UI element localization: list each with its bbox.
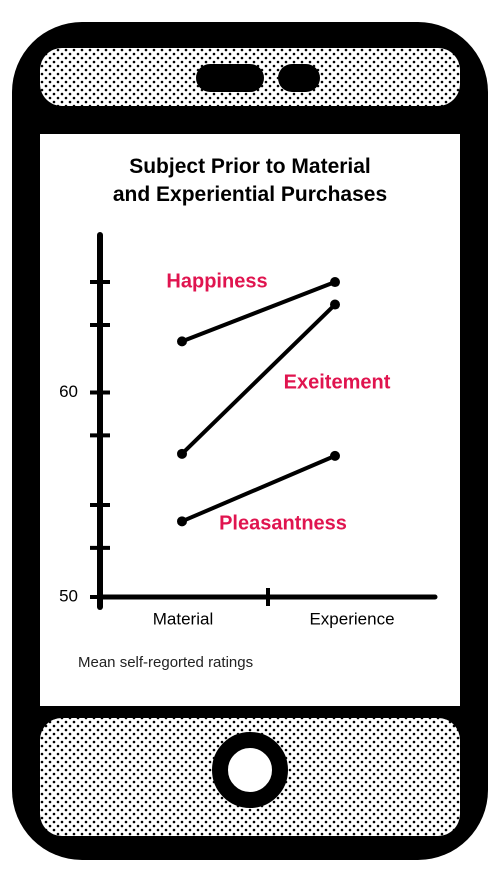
screen	[40, 134, 460, 706]
footnote: Mean self-regorted ratings	[78, 654, 253, 671]
chart: Subject Prior to Material and Experientia…	[59, 155, 438, 671]
series-line	[180, 303, 337, 456]
y-tick-label: 50	[59, 586, 78, 605]
series-label: Exeitement	[284, 371, 391, 393]
home-button[interactable]	[212, 732, 288, 808]
series-line	[181, 280, 336, 344]
series-line	[181, 454, 336, 524]
data-point	[330, 277, 340, 288]
camera	[196, 64, 264, 92]
data-point	[177, 448, 187, 459]
data-point	[330, 450, 340, 461]
data-point	[177, 516, 187, 527]
y-tick-label: 60	[59, 382, 78, 401]
data-point	[177, 336, 187, 347]
series-label: Pleasantness	[219, 512, 347, 534]
x-tick-label: Material	[153, 609, 213, 628]
series-label: Happiness	[166, 270, 267, 292]
x-tick-label: Experience	[309, 609, 394, 628]
chart-title: Subject Prior to Material and Experientia…	[113, 155, 387, 206]
sensor	[278, 64, 320, 92]
data-point	[330, 299, 340, 310]
title-line: and Experiential Purchases	[113, 183, 387, 206]
title-line: Subject Prior to Material	[129, 155, 371, 178]
